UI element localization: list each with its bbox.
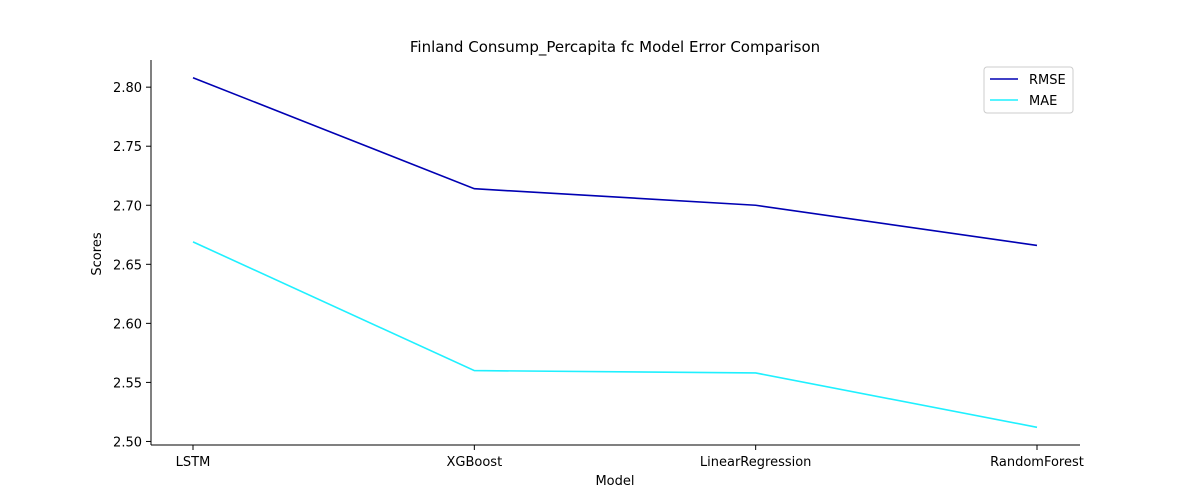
y-tick-label: 2.60 bbox=[113, 317, 142, 332]
y-tick-label: 2.55 bbox=[113, 376, 142, 391]
x-tick-label: LSTM bbox=[176, 455, 211, 470]
x-axis-label: Model bbox=[595, 474, 634, 489]
y-tick-label: 2.65 bbox=[113, 258, 142, 273]
legend-label-mae: MAE bbox=[1029, 94, 1057, 109]
y-axis-label: Scores bbox=[90, 232, 105, 275]
plot-area bbox=[192, 76, 1038, 429]
chart-title: Finland Consump_Percapita fc Model Error… bbox=[410, 38, 820, 57]
series-line-mae bbox=[192, 241, 1038, 429]
y-ticks: 2.50 2.55 2.60 2.65 2.70 2.75 2.80 bbox=[113, 81, 151, 450]
x-tick-label: LinearRegression bbox=[700, 455, 812, 470]
x-tick-label: XGBoost bbox=[446, 455, 502, 470]
y-tick-label: 2.80 bbox=[113, 81, 142, 96]
y-tick-label: 2.50 bbox=[113, 435, 142, 450]
series-line-rmse bbox=[192, 76, 1038, 247]
y-tick-label: 2.75 bbox=[113, 140, 142, 155]
legend-label-rmse: RMSE bbox=[1029, 73, 1066, 88]
legend: RMSE MAE bbox=[983, 66, 1074, 114]
x-ticks: LSTM XGBoost LinearRegression RandomForest bbox=[176, 445, 1084, 470]
y-tick-label: 2.70 bbox=[113, 199, 142, 214]
x-tick-label: RandomForest bbox=[990, 455, 1084, 470]
